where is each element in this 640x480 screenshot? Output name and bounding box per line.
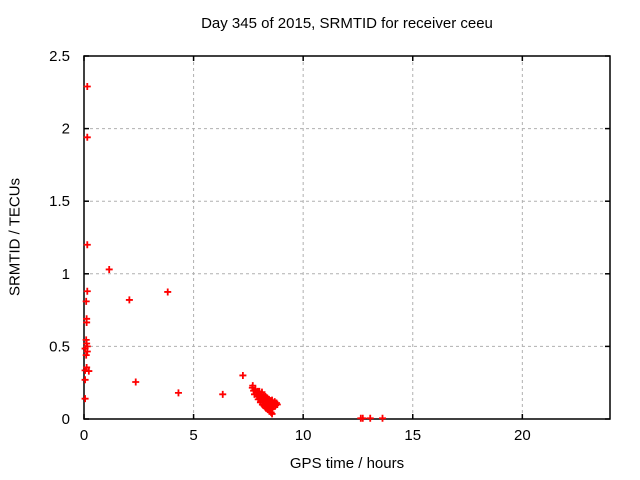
data-point xyxy=(82,297,90,305)
data-point xyxy=(359,414,367,422)
data-point xyxy=(83,287,91,295)
data-point xyxy=(83,82,91,90)
x-tick-label: 15 xyxy=(404,427,421,444)
y-tick-label: 0.5 xyxy=(49,338,70,355)
data-point xyxy=(249,382,257,390)
chart-title: Day 345 of 2015, SRMTID for receiver cee… xyxy=(201,15,493,32)
y-tick-label: 2.5 xyxy=(49,48,70,65)
x-tick-label: 0 xyxy=(80,427,88,444)
data-point xyxy=(81,376,89,384)
x-tick-label: 5 xyxy=(189,427,197,444)
data-point xyxy=(273,400,281,408)
x-tick-label: 20 xyxy=(514,427,531,444)
data-point xyxy=(164,288,172,296)
data-point xyxy=(82,351,90,359)
y-tick-label: 1 xyxy=(62,266,70,283)
data-point xyxy=(83,133,91,141)
data-point xyxy=(219,390,227,398)
data-point xyxy=(85,367,93,375)
data-point xyxy=(105,265,113,273)
y-tick-label: 1.5 xyxy=(49,193,70,210)
y-tick-label: 0 xyxy=(62,411,70,428)
data-point xyxy=(83,347,91,355)
x-tick-label: 10 xyxy=(295,427,312,444)
data-point xyxy=(81,395,89,403)
x-axis-label: GPS time / hours xyxy=(289,455,405,472)
plot-border xyxy=(83,55,611,420)
data-point xyxy=(83,318,91,326)
data-point xyxy=(174,389,182,397)
data-point xyxy=(132,378,140,386)
data-point xyxy=(83,241,91,249)
data-point xyxy=(125,296,133,304)
data-point xyxy=(268,410,276,418)
data-point xyxy=(366,414,374,422)
data-point xyxy=(239,371,247,379)
y-tick-label: 2 xyxy=(62,121,70,138)
data-point xyxy=(379,414,387,422)
